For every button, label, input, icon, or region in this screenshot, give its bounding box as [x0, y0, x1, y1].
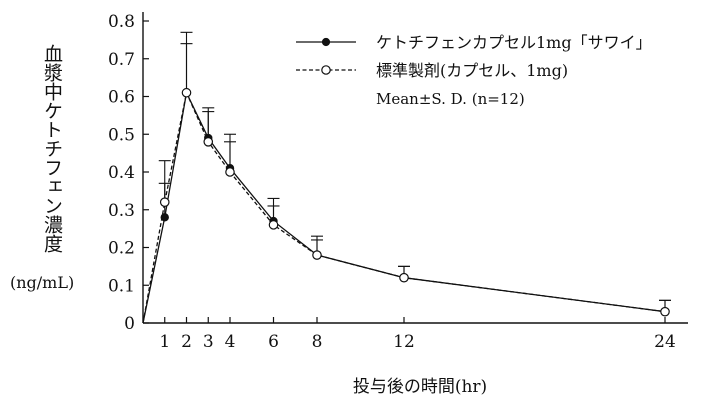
y-tick-label: 0.3: [108, 201, 135, 221]
legend-label: ケトチフェンカプセル1mg「サワイ」: [376, 33, 652, 52]
y-tick-label: 0.1: [108, 276, 135, 296]
x-tick-label: 2: [181, 332, 192, 352]
y-axis-label: 血漿中ケトチフェン濃度: [41, 44, 63, 253]
y-tick-label: 0.5: [108, 125, 135, 145]
data-point-open: [399, 272, 409, 283]
x-tick-label: 4: [225, 332, 236, 352]
data-point-open: [159, 197, 170, 207]
x-tick-label: 8: [312, 332, 323, 352]
x-tick-label: 12: [393, 332, 415, 352]
series-line: [142, 90, 666, 324]
x-tick-label: 6: [268, 332, 279, 352]
x-tick-label: 1: [159, 332, 170, 352]
data-point-open: [268, 220, 279, 230]
legend-label: 標準製剤(カプセル、1mg): [376, 61, 568, 80]
data-point-open: [181, 87, 192, 98]
legend-note: Mean±S. D. (n=12): [376, 90, 525, 108]
x-tick-label: 3: [203, 332, 214, 352]
y-tick-label: 0.7: [108, 50, 135, 70]
y-tick-label: 0.4: [108, 163, 135, 183]
y-tick-label: 0.8: [108, 12, 135, 32]
legend-marker-filled: [321, 37, 331, 47]
y-tick-label: 0.2: [108, 239, 135, 259]
y-axis-unit: (ng/mL): [10, 273, 75, 292]
y-tick-label: 0: [124, 314, 135, 334]
x-tick-label: 24: [654, 332, 676, 352]
legend-marker-open: [321, 65, 331, 75]
data-point-open: [225, 167, 235, 177]
data-point-open: [660, 306, 670, 317]
data-point-open: [203, 137, 214, 147]
y-tick-label: 0.6: [108, 88, 135, 108]
data-point-open: [312, 250, 322, 260]
x-axis-label: 投与後の時間(hr): [352, 377, 488, 397]
series-line: [142, 90, 666, 324]
data-point-filled: [160, 213, 169, 222]
